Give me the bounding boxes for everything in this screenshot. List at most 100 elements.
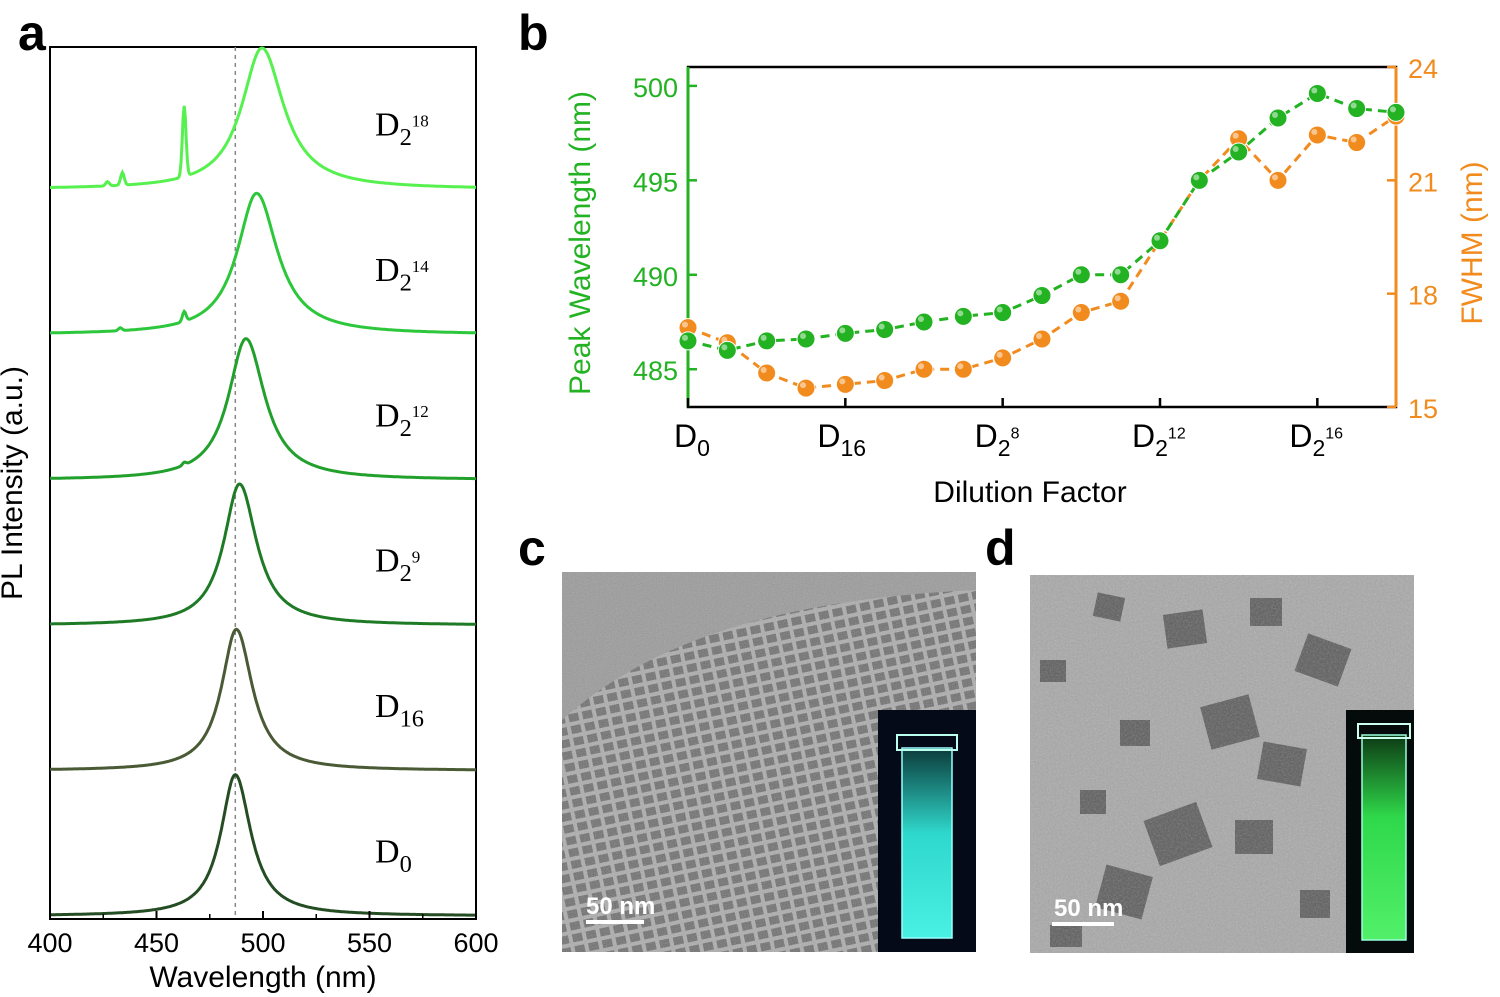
marker-highlight (996, 306, 1003, 313)
cuvette-d (1361, 734, 1407, 941)
spectrum-D2^14 (50, 191, 476, 335)
y-tick-label-right: 18 (1408, 281, 1438, 311)
x-tick-label-a: 500 (240, 928, 285, 958)
marker-highlight (996, 351, 1003, 358)
plot-frame-a (49, 46, 477, 920)
spectra-curves (50, 46, 477, 917)
marker-right (875, 371, 895, 391)
y-tick-label-right: 21 (1408, 167, 1438, 197)
marker-left (757, 331, 777, 351)
y-tick-label-left: 495 (633, 167, 678, 197)
y-tick-label-left: 490 (633, 262, 678, 292)
marker-right (914, 359, 934, 379)
marker-right (1347, 133, 1367, 153)
plot-frame-b (686, 65, 1398, 409)
marker-highlight (1390, 106, 1396, 113)
marker-highlight (721, 344, 728, 351)
marker-highlight (1272, 174, 1278, 181)
marker-highlight (1232, 132, 1239, 139)
panel-label-c: c (518, 520, 546, 576)
marker-left (875, 320, 895, 340)
curve-label-D2^9: D29 (375, 543, 420, 588)
marker-highlight (918, 316, 924, 322)
axis-ticks-b: 485 490 495 500 15 18 21 24 D0 D16 D28 D212 D216 (633, 54, 1438, 461)
x-tick-label-b: D16 (817, 418, 866, 461)
marker-left (835, 323, 855, 343)
marker-right (1071, 303, 1091, 323)
curve-label-D0: D0 (375, 833, 412, 878)
spectrum-D0 (50, 773, 476, 917)
marker-highlight (1311, 129, 1318, 135)
cuvette-c (901, 747, 953, 939)
marker-left (953, 306, 973, 326)
x-tick-label-a: 450 (134, 928, 179, 958)
marker-highlight (1075, 306, 1082, 313)
curve-label-D2^18: D218 (375, 107, 429, 152)
x-tick-label-a: 400 (27, 928, 72, 958)
marker-highlight (1036, 289, 1042, 296)
panel-label-b: b (518, 5, 549, 61)
marker-right (953, 359, 973, 379)
marker-left (1032, 286, 1052, 306)
marker-highlight (1350, 136, 1357, 143)
scale-bar-label-c: 50 nm (586, 893, 655, 920)
marker-left (1268, 108, 1288, 128)
marker-highlight (839, 378, 846, 385)
cuvette-cap-c (896, 734, 958, 751)
x-tick-label-b: D216 (1289, 418, 1343, 461)
panel-label-a: a (18, 5, 47, 61)
panel-label-d: d (985, 520, 1016, 576)
spectrum-D16 (50, 627, 476, 772)
marker-highlight (1114, 295, 1121, 302)
marker-left (717, 340, 737, 360)
y-axis-title-left: Peak Wavelength (nm) (564, 91, 597, 395)
marker-left (678, 331, 698, 351)
marker-highlight (682, 334, 688, 341)
marker-right (1032, 329, 1052, 349)
marker-left (1111, 265, 1131, 285)
marker-highlight (1350, 102, 1357, 109)
curve-label-D2^14: D214 (375, 252, 429, 297)
x-axis-ticks-a: 400 450 500 550 600 (27, 911, 499, 958)
x-tick-label-a: 600 (453, 928, 498, 958)
y-axis-title-right: FWHM (nm) (1456, 161, 1489, 324)
y-axis-title-a: PL Intensity (a.u.) (0, 366, 29, 600)
marker-highlight (1075, 268, 1082, 275)
marker-left (1150, 231, 1170, 251)
marker-highlight (1193, 174, 1200, 181)
marker-left (1071, 265, 1091, 285)
marker-highlight (1114, 268, 1121, 275)
y-tick-label-right: 24 (1408, 54, 1438, 84)
marker-left (1189, 170, 1209, 190)
marker-highlight (1272, 112, 1278, 118)
marker-highlight (1311, 87, 1318, 94)
spectrum-D2^18 (50, 46, 476, 189)
marker-highlight (1232, 146, 1239, 152)
tem-image-d: 50 nm (1030, 575, 1414, 953)
x-tick-label-a: 550 (347, 928, 392, 958)
spectrum-D2^9 (50, 482, 477, 626)
y-tick-label-left: 500 (633, 73, 678, 103)
marker-highlight (957, 363, 964, 370)
marker-highlight (760, 334, 767, 341)
marker-highlight (682, 321, 688, 328)
marker-highlight (839, 327, 846, 334)
y-tick-label-right: 15 (1408, 394, 1438, 424)
y-tick-label-left: 485 (633, 356, 678, 386)
x-tick-label-b: D0 (674, 418, 710, 461)
marker-highlight (800, 333, 806, 339)
marker-highlight (918, 363, 924, 370)
x-tick-label-b: D212 (1132, 418, 1186, 461)
marker-highlight (878, 374, 885, 381)
marker-right (835, 374, 855, 394)
spectrum-D2^12 (50, 337, 476, 481)
curve-label-D16: D16 (375, 688, 424, 733)
x-axis-title-b: Dilution Factor (933, 476, 1126, 509)
x-tick-label-b: D28 (975, 418, 1020, 461)
x-axis-title-a: Wavelength (nm) (149, 961, 376, 994)
marker-highlight (800, 382, 806, 389)
marker-left (796, 329, 816, 349)
series-line-left (687, 91, 1397, 352)
marker-highlight (957, 310, 964, 317)
scale-bar-label-d: 50 nm (1054, 895, 1123, 922)
